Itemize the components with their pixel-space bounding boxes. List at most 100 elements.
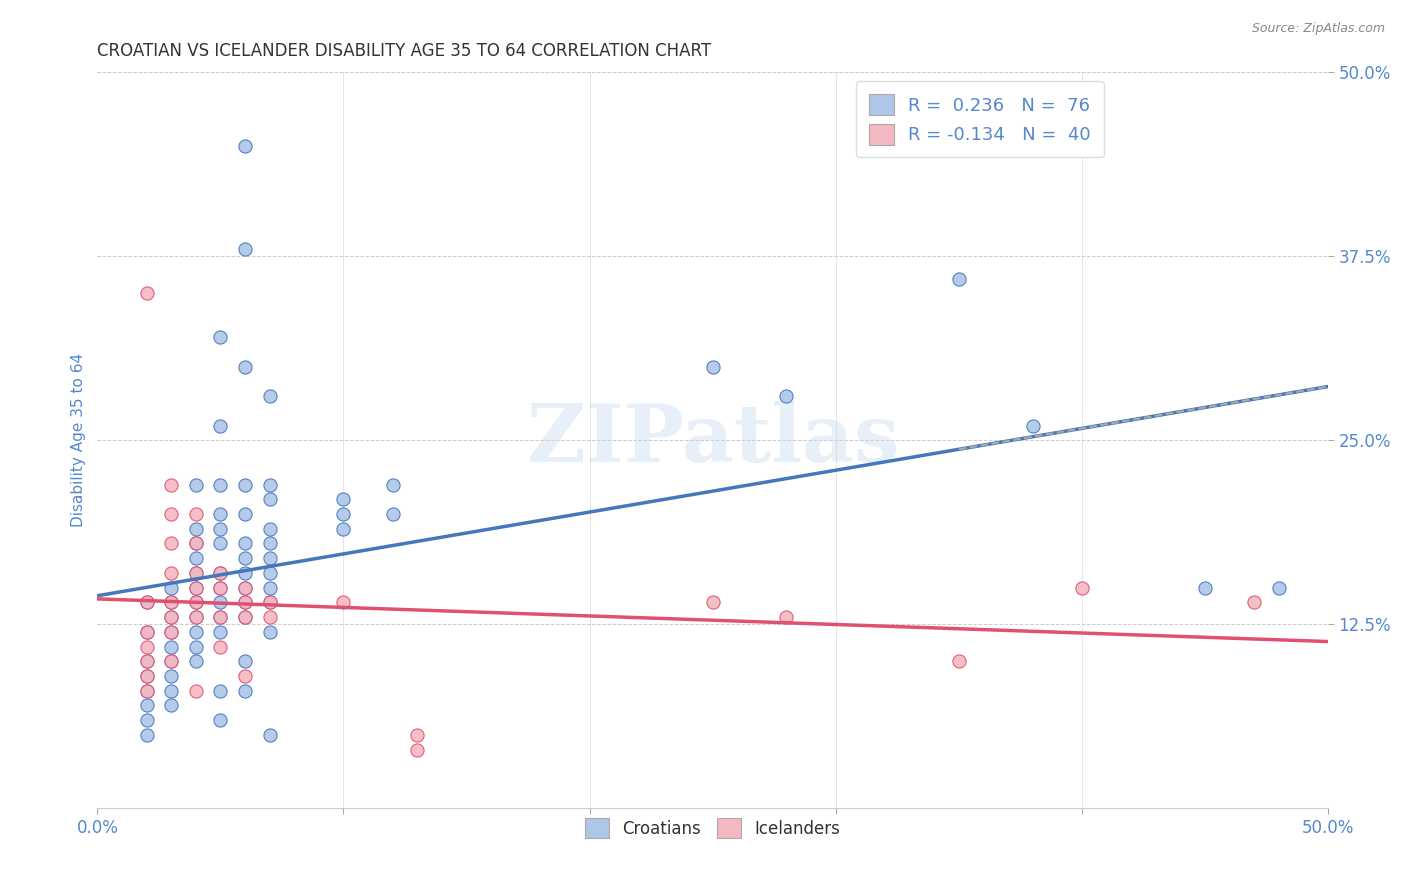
Point <box>184 522 207 536</box>
Point <box>233 242 256 256</box>
Point <box>160 669 183 683</box>
Point <box>160 566 183 580</box>
Point <box>1243 595 1265 609</box>
Point <box>160 640 183 654</box>
Point <box>1267 581 1289 595</box>
Point <box>135 669 157 683</box>
Point <box>233 669 256 683</box>
Point <box>184 477 207 491</box>
Point <box>160 624 183 639</box>
Point <box>233 139 256 153</box>
Point <box>259 536 281 550</box>
Point <box>702 359 724 374</box>
Point <box>259 595 281 609</box>
Point <box>209 522 232 536</box>
Point <box>160 507 183 521</box>
Point <box>233 507 256 521</box>
Point <box>135 713 157 727</box>
Point <box>332 522 354 536</box>
Point <box>160 595 183 609</box>
Point <box>259 610 281 624</box>
Point <box>184 640 207 654</box>
Point <box>135 683 157 698</box>
Point <box>233 683 256 698</box>
Point <box>209 713 232 727</box>
Point <box>259 522 281 536</box>
Point <box>209 566 232 580</box>
Point <box>406 728 429 742</box>
Point <box>332 595 354 609</box>
Point <box>259 595 281 609</box>
Point <box>233 610 256 624</box>
Point <box>184 566 207 580</box>
Point <box>184 536 207 550</box>
Point <box>160 624 183 639</box>
Point <box>332 492 354 507</box>
Point <box>160 698 183 713</box>
Legend: Croatians, Icelanders: Croatians, Icelanders <box>579 812 846 844</box>
Point <box>184 595 207 609</box>
Point <box>209 610 232 624</box>
Point <box>233 551 256 566</box>
Point <box>209 595 232 609</box>
Point <box>184 581 207 595</box>
Point <box>702 595 724 609</box>
Point <box>160 477 183 491</box>
Point <box>209 477 232 491</box>
Point <box>184 610 207 624</box>
Point <box>135 595 157 609</box>
Point <box>233 477 256 491</box>
Point <box>406 742 429 756</box>
Point <box>233 581 256 595</box>
Point <box>233 359 256 374</box>
Point <box>135 640 157 654</box>
Point <box>233 595 256 609</box>
Y-axis label: Disability Age 35 to 64: Disability Age 35 to 64 <box>72 353 86 527</box>
Point <box>160 610 183 624</box>
Point <box>160 610 183 624</box>
Point <box>135 286 157 301</box>
Point <box>259 566 281 580</box>
Point <box>948 271 970 285</box>
Point <box>233 566 256 580</box>
Point <box>259 624 281 639</box>
Point <box>184 581 207 595</box>
Point <box>209 581 232 595</box>
Point <box>184 654 207 668</box>
Point <box>135 595 157 609</box>
Point <box>135 624 157 639</box>
Text: CROATIAN VS ICELANDER DISABILITY AGE 35 TO 64 CORRELATION CHART: CROATIAN VS ICELANDER DISABILITY AGE 35 … <box>97 42 711 60</box>
Point <box>160 581 183 595</box>
Point <box>160 536 183 550</box>
Point <box>184 536 207 550</box>
Point <box>135 698 157 713</box>
Point <box>948 654 970 668</box>
Point <box>233 595 256 609</box>
Point <box>209 566 232 580</box>
Point <box>184 551 207 566</box>
Point <box>184 507 207 521</box>
Point <box>1070 581 1092 595</box>
Point <box>233 536 256 550</box>
Point <box>135 624 157 639</box>
Text: ZIPatlas: ZIPatlas <box>526 401 898 479</box>
Point <box>135 728 157 742</box>
Point <box>259 389 281 403</box>
Point <box>259 551 281 566</box>
Point <box>259 581 281 595</box>
Point <box>233 654 256 668</box>
Point <box>135 654 157 668</box>
Point <box>184 566 207 580</box>
Point <box>184 595 207 609</box>
Point <box>135 683 157 698</box>
Point <box>259 492 281 507</box>
Point <box>160 595 183 609</box>
Point <box>209 418 232 433</box>
Point <box>184 624 207 639</box>
Point <box>259 728 281 742</box>
Point <box>233 581 256 595</box>
Point <box>332 507 354 521</box>
Point <box>259 477 281 491</box>
Point <box>209 683 232 698</box>
Text: Source: ZipAtlas.com: Source: ZipAtlas.com <box>1251 22 1385 36</box>
